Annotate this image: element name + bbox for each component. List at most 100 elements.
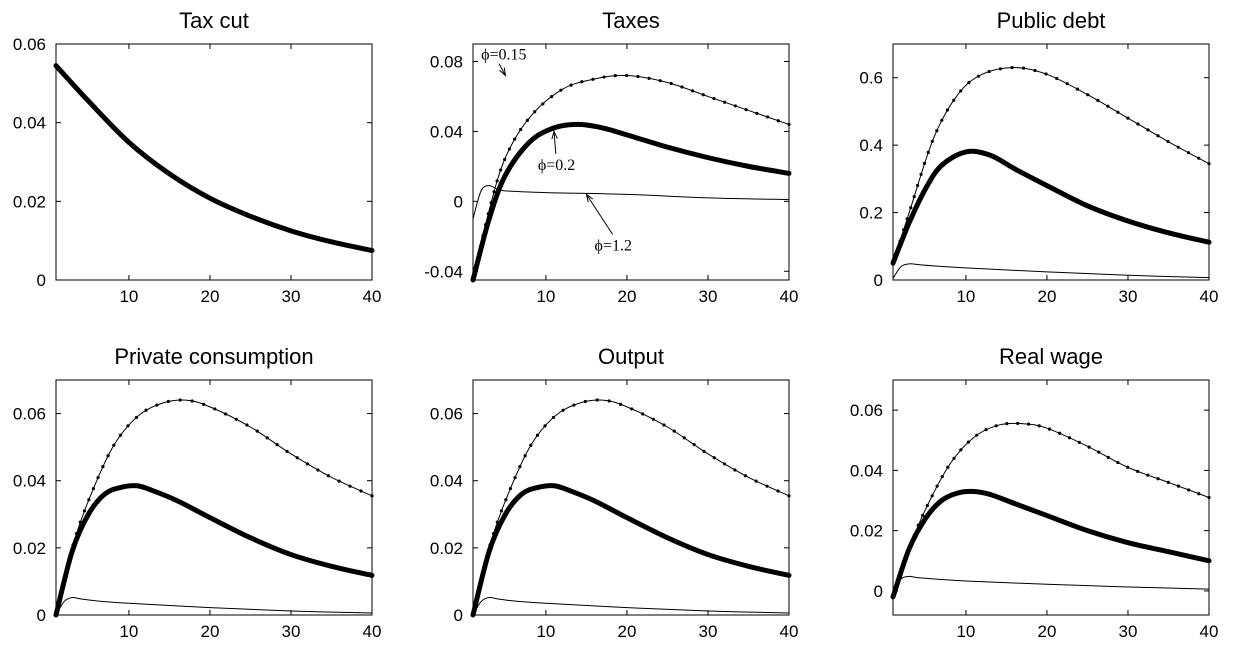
series-marker: [658, 79, 662, 83]
series-marker: [945, 108, 950, 112]
series-marker: [1033, 68, 1037, 73]
series-marker: [1187, 488, 1191, 492]
series-marker: [672, 429, 676, 433]
y-tick-label: 0.02: [430, 539, 463, 558]
x-tick-label: 20: [617, 287, 636, 306]
series-marker: [930, 494, 934, 498]
series-marker: [940, 118, 944, 122]
series-marker: [1055, 76, 1059, 81]
series-marker: [178, 398, 182, 402]
series-marker: [916, 183, 920, 188]
y-tick-label: 0.04: [430, 472, 463, 491]
series-marker: [702, 449, 706, 453]
series-marker: [498, 168, 503, 172]
x-tick-label: 30: [1119, 287, 1138, 306]
series-marker: [712, 456, 716, 460]
series-marker: [1016, 421, 1020, 426]
series-marker: [975, 433, 979, 437]
series-marker: [255, 429, 259, 433]
series-line-thin: [472, 185, 790, 219]
series-marker: [1146, 128, 1150, 132]
series-marker: [1037, 424, 1041, 428]
series-marker: [580, 80, 584, 84]
series-marker: [572, 403, 576, 407]
series-marker: [722, 462, 727, 466]
series-marker: [1197, 156, 1201, 160]
x-tick-label: 30: [1119, 622, 1138, 641]
series-marker: [651, 417, 655, 421]
panel-title: Tax cut: [179, 8, 249, 33]
series-marker: [144, 408, 148, 412]
series-marker: [1047, 427, 1052, 431]
panel-title: Public debt: [997, 8, 1106, 33]
series-marker: [733, 468, 737, 472]
series-marker: [1022, 66, 1026, 70]
series-marker: [1186, 151, 1191, 155]
series-line-thick: [53, 483, 375, 618]
x-tick-label: 40: [780, 622, 799, 641]
x-tick-label: 40: [1200, 622, 1219, 641]
series-marker: [1156, 134, 1160, 138]
series-marker: [636, 74, 640, 79]
series-marker: [1086, 93, 1090, 97]
series-marker: [359, 489, 363, 493]
series-marker: [155, 403, 159, 407]
x-tick-label: 20: [1037, 622, 1056, 641]
series-marker: [607, 399, 611, 403]
series-marker: [723, 100, 727, 104]
series-marker: [1146, 473, 1150, 477]
series-marker: [787, 494, 791, 498]
series-marker: [1126, 465, 1130, 469]
series-marker: [519, 127, 523, 132]
series-marker: [935, 484, 939, 488]
series-marker: [316, 468, 320, 472]
series-marker: [1067, 436, 1072, 440]
series-marker: [525, 118, 529, 122]
x-tick-label: 10: [536, 622, 555, 641]
y-tick-label: 0: [37, 606, 46, 625]
series-marker: [952, 98, 956, 102]
series-marker: [630, 407, 634, 411]
series-marker: [959, 89, 963, 93]
series-marker: [101, 464, 105, 469]
series-marker: [776, 119, 780, 123]
series-marker: [275, 443, 279, 447]
annotation-arrowhead: [499, 67, 507, 77]
x-tick-label: 10: [956, 287, 975, 306]
series-line-thick: [890, 148, 1212, 266]
y-tick-label: 0.06: [430, 405, 463, 424]
series-marker: [1026, 422, 1031, 426]
series-marker: [712, 96, 716, 101]
series-marker: [926, 150, 930, 154]
series-marker: [641, 412, 645, 416]
series-marker: [91, 487, 95, 491]
annotation-label: ϕ=0.15: [481, 47, 526, 64]
x-tick-label: 40: [363, 622, 382, 641]
y-tick-label: 0.04: [430, 122, 463, 141]
series-marker: [692, 443, 696, 447]
series-marker: [504, 498, 508, 502]
series-marker: [507, 147, 511, 151]
series-marker: [919, 172, 923, 177]
axes-frame: [472, 43, 790, 281]
series-marker: [245, 423, 249, 427]
series-marker: [1176, 145, 1180, 149]
panel-title: Real wage: [999, 344, 1103, 369]
y-tick-label: 0: [874, 582, 883, 601]
series-marker: [1126, 116, 1130, 120]
series-marker: [1136, 122, 1140, 126]
series-marker: [118, 433, 123, 437]
series-marker: [234, 417, 238, 421]
series-marker: [559, 88, 563, 92]
series-marker: [591, 77, 595, 81]
chart-panel: Public debt 10 20 30 40 0 0.2 0.4 0.6: [859, 8, 1218, 306]
series-marker: [669, 81, 673, 86]
axes-frame: [472, 379, 790, 616]
series-marker: [1136, 469, 1140, 473]
series-marker: [1065, 82, 1069, 86]
series-marker: [87, 498, 91, 502]
chart-panel: Tax cut 10 20 30 40 0 0.02 0.04 0.06: [13, 8, 382, 306]
series-marker: [619, 402, 623, 406]
annotation-arrowhead: [551, 129, 558, 140]
series-marker: [1166, 480, 1170, 484]
